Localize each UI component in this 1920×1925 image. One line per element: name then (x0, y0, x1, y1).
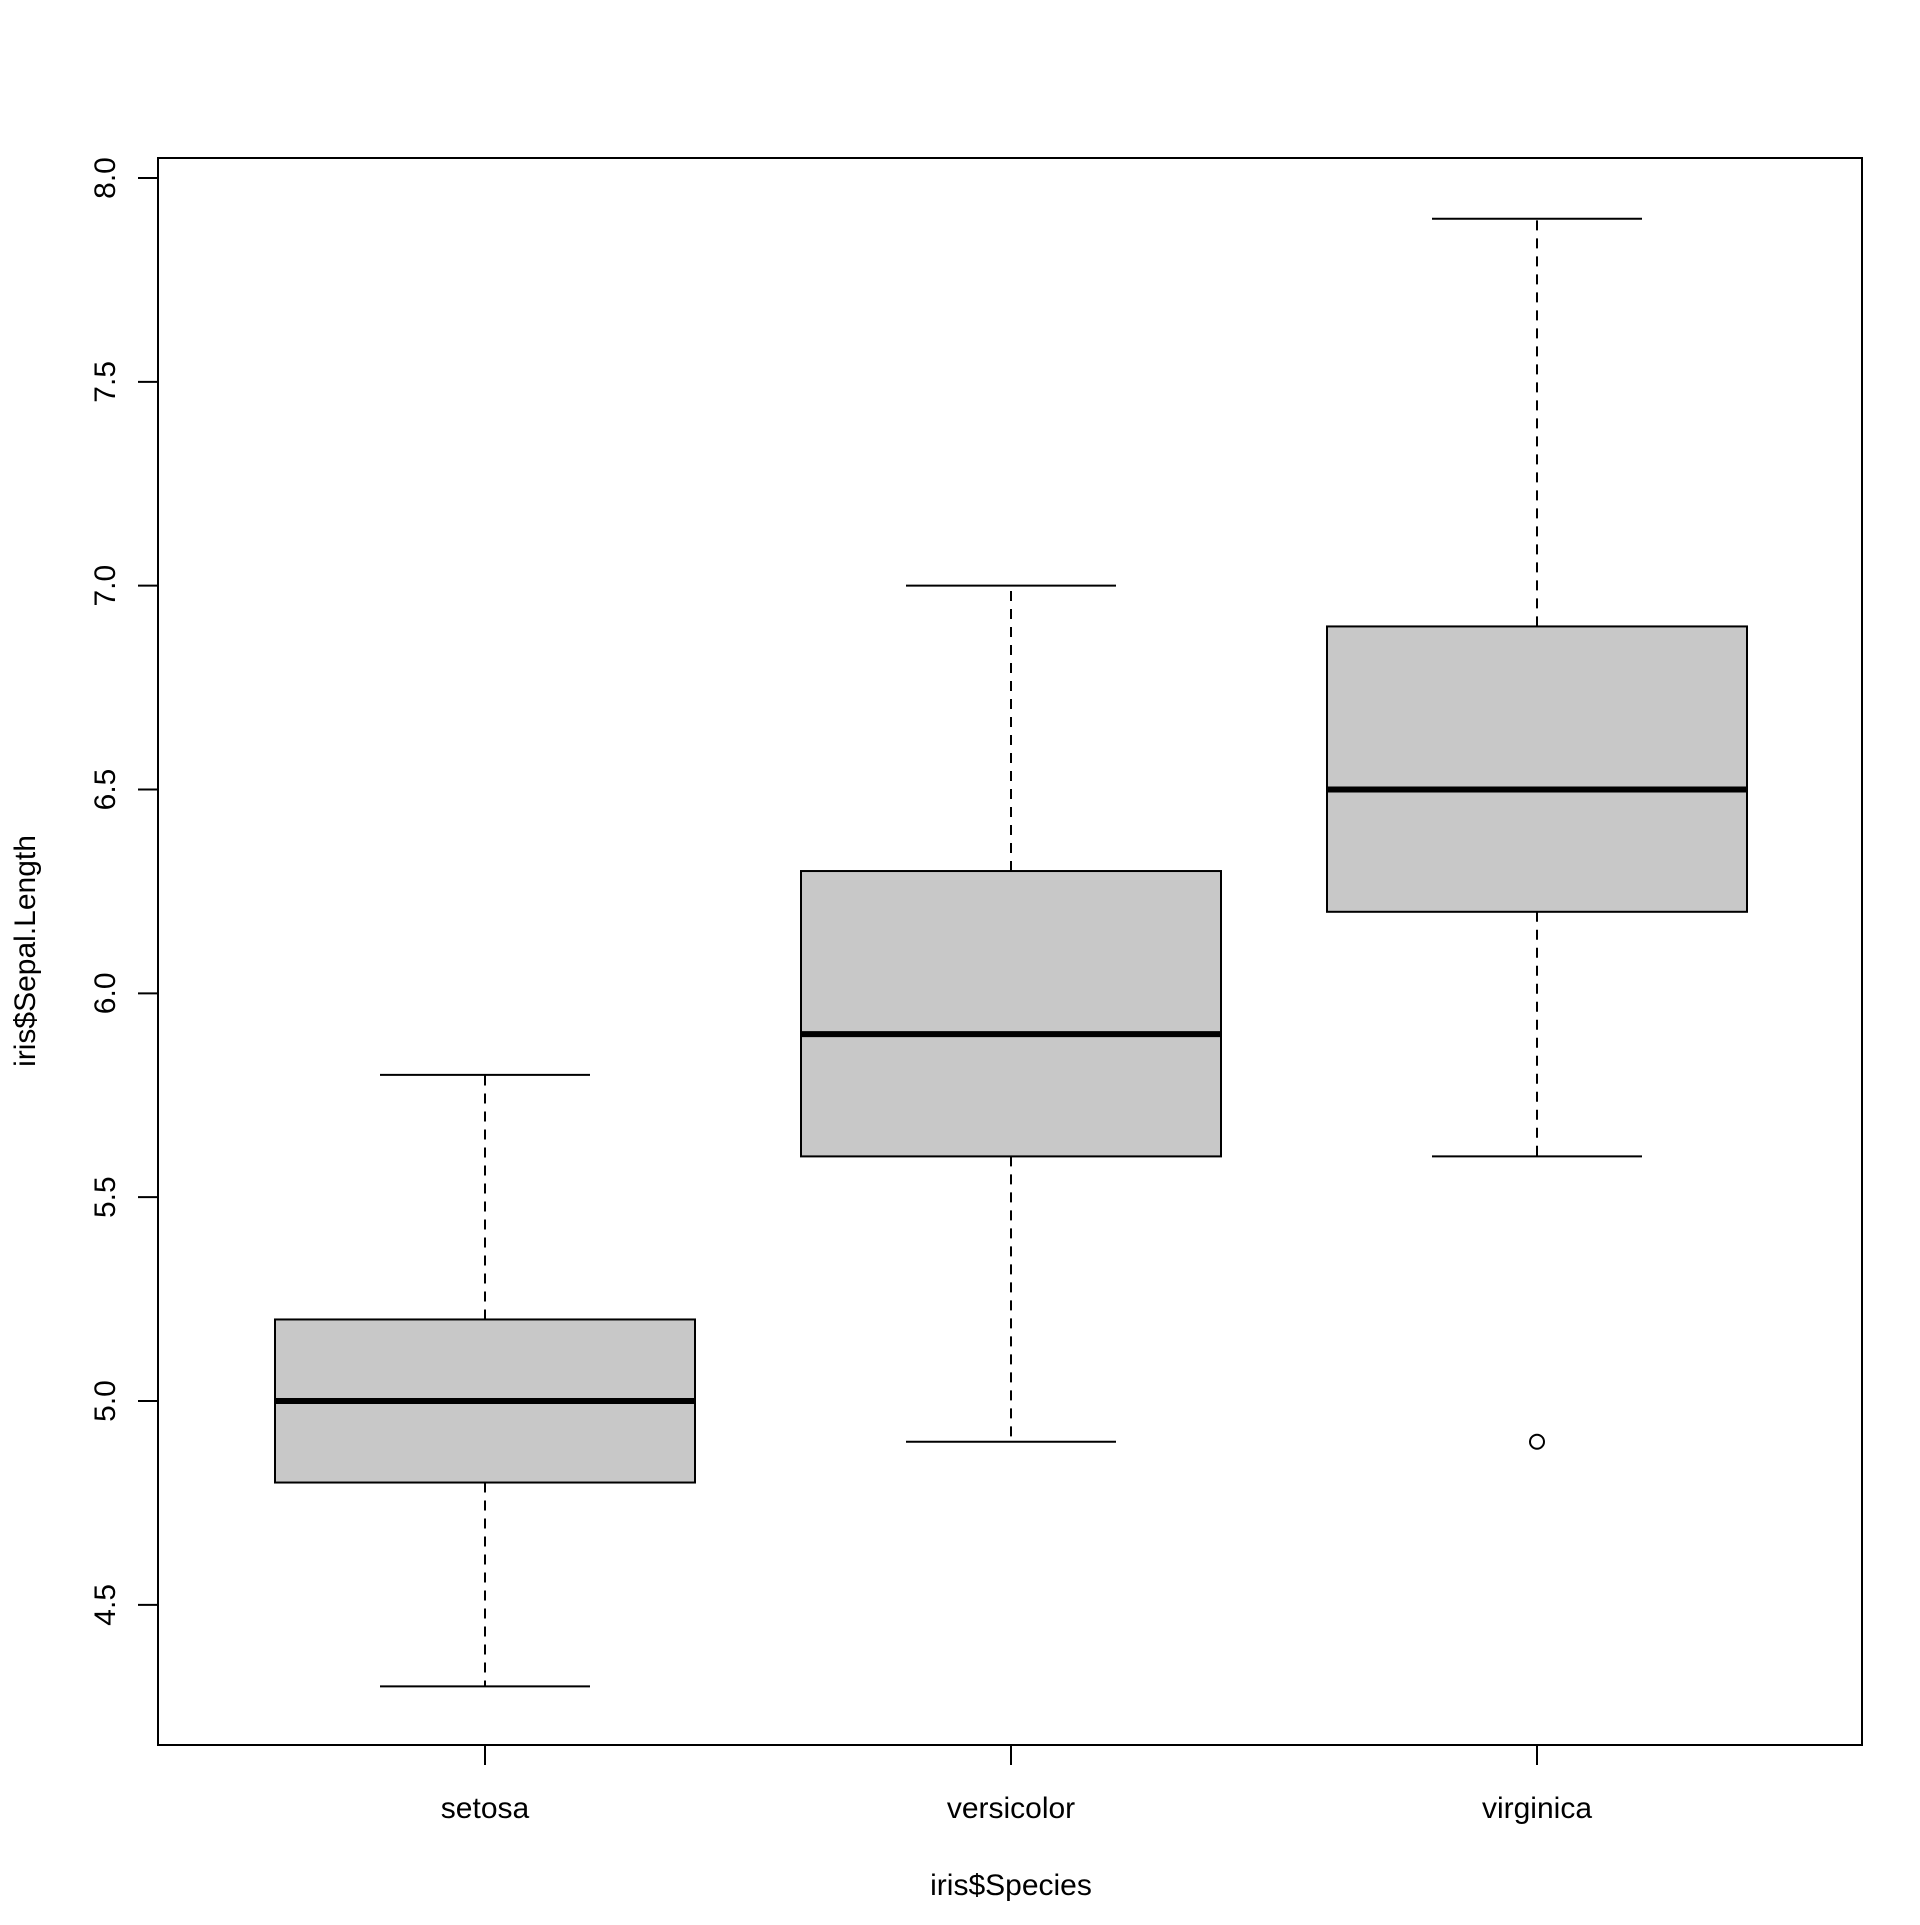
y-tick-label: 4.5 (89, 1584, 122, 1626)
x-tick-label: virginica (1482, 1792, 1592, 1825)
y-tick-label: 7.0 (89, 565, 122, 607)
outlier-point (1529, 1433, 1545, 1450)
y-tick-label: 7.5 (89, 361, 122, 403)
x-tick-label: setosa (441, 1792, 530, 1825)
boxes-layer (274, 217, 1748, 1688)
y-tick-label: 6.5 (89, 769, 122, 811)
box-virginica (1326, 217, 1748, 1450)
x-axis-title: iris$Species (930, 1869, 1092, 1902)
iqr-box (800, 870, 1222, 1158)
y-axis: 4.5 5.0 5.5 6.0 6.5 7.0 7.5 8.0 (89, 157, 158, 1626)
box-setosa (274, 1073, 696, 1688)
x-axis: setosa versicolor virginica (441, 1745, 1592, 1825)
iqr-box (1326, 625, 1748, 913)
y-tick-label: 5.5 (89, 1176, 122, 1218)
y-tick-label: 6.0 (89, 972, 122, 1014)
y-axis-title: iris$Sepal.Length (9, 835, 42, 1067)
y-tick-label: 8.0 (89, 157, 122, 199)
x-tick-label: versicolor (947, 1792, 1075, 1825)
box-versicolor (800, 584, 1222, 1443)
y-tick-label: 5.0 (89, 1380, 122, 1422)
